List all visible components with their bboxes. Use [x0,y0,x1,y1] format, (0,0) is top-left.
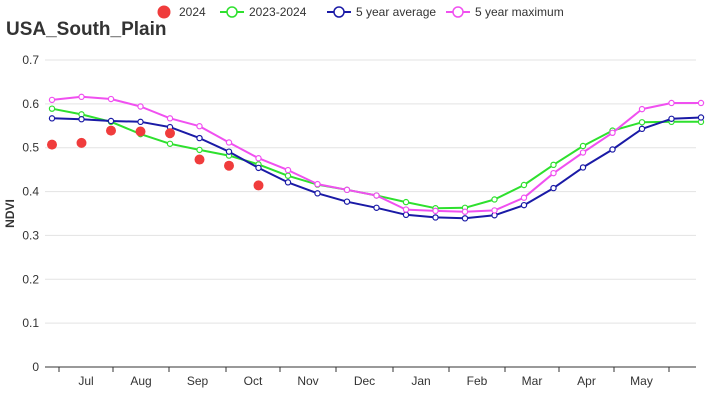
y-tick-label: 0.4 [22,185,39,199]
data-point-5-year-average [432,214,439,221]
y-tick-label: 0.3 [22,228,39,242]
data-point-5-year-maximum [668,99,675,107]
x-tick-label: Apr [577,374,596,388]
data-point-2023-2024 [550,161,557,169]
data-point-5-year-maximum [196,123,203,130]
x-tick-label: May [630,374,653,388]
data-point-5-year-maximum [520,194,528,201]
data-point-5-year-average [255,164,262,172]
data-point-5-year-maximum [461,208,469,215]
legend-label-5-year-maximum[interactable]: 5 year maximum [475,5,564,19]
data-point-2023-2024 [491,196,498,203]
y-tick-label: 0 [32,360,39,374]
data-point-5-year-maximum [314,180,321,188]
data-point-2023-2024 [166,140,174,147]
x-tick-label: Oct [244,374,263,388]
y-axis-label: NDVI [3,199,17,228]
data-point-2024 [76,137,87,148]
data-point-5-year-maximum [48,96,56,104]
x-tick-label: Feb [467,374,488,388]
data-point-2024 [194,154,205,165]
data-point-5-year-average [461,215,469,222]
legend-label-2023-2024[interactable]: 2023-2024 [249,5,307,19]
data-point-5-year-maximum [225,139,233,146]
data-point-5-year-maximum [373,192,380,199]
legend-marker-2024[interactable] [157,5,171,19]
series-line-5-year-average [51,116,702,220]
data-point-2023-2024 [284,172,292,179]
data-point-5-year-maximum [343,186,351,194]
data-point-5-year-maximum [107,95,115,103]
data-point-5-year-average [343,198,351,205]
legend-marker-5-year-average[interactable] [333,6,345,18]
x-tick-label: Jul [78,374,93,388]
data-point-5-year-average [137,118,144,126]
data-point-5-year-maximum [609,129,616,137]
legend-marker-2023-2024[interactable] [226,6,238,18]
data-point-5-year-average [609,146,616,153]
data-point-5-year-average [668,115,675,122]
x-tick-label: Mar [522,374,543,388]
data-point-5-year-average [314,190,321,197]
data-point-5-year-average [107,117,115,125]
data-point-2023-2024 [579,142,587,150]
y-tick-label: 0.1 [22,316,39,330]
data-point-5-year-average [579,164,587,171]
data-point-2024 [135,126,146,137]
chart-title: USA_South_Plain [6,19,167,40]
legend-label-5-year-average[interactable]: 5 year average [356,5,436,19]
data-point-5-year-average [78,116,85,123]
data-point-2023-2024 [196,146,203,154]
x-tick-label: Nov [297,374,318,388]
data-point-2023-2024 [520,181,528,189]
data-point-2023-2024 [638,119,646,126]
data-point-2024 [165,128,175,139]
legend-label-2024[interactable]: 2024 [179,5,206,19]
data-point-5-year-average [284,179,292,186]
data-point-5-year-maximum [166,115,174,122]
data-point-5-year-maximum [491,207,498,214]
x-tick-label: Aug [130,374,151,388]
data-point-5-year-maximum [432,207,439,215]
data-point-5-year-average [48,115,56,122]
data-point-5-year-average [225,148,233,155]
data-point-2024 [253,180,264,191]
data-point-5-year-maximum [255,155,262,162]
data-point-5-year-maximum [137,103,144,110]
data-point-2024 [47,139,57,150]
y-tick-label: 0.2 [22,272,39,286]
x-tick-label: Jan [411,374,430,388]
data-point-5-year-average [550,184,557,192]
data-point-5-year-average [196,134,203,142]
data-point-5-year-average [402,211,410,219]
y-tick-label: 0.7 [22,53,39,67]
data-point-5-year-average [697,114,705,121]
data-point-5-year-maximum [579,149,587,156]
data-point-5-year-maximum [402,206,410,213]
data-point-5-year-average [520,201,528,209]
data-point-5-year-maximum [550,169,557,177]
data-point-5-year-maximum [638,105,646,113]
data-point-2024 [224,160,234,171]
data-point-5-year-maximum [78,93,85,101]
data-point-5-year-maximum [697,99,705,107]
data-point-2024 [106,125,116,136]
y-tick-label: 0.6 [22,97,39,111]
x-tick-label: Dec [354,374,375,388]
data-point-2023-2024 [402,198,410,206]
data-point-5-year-maximum [284,166,292,174]
x-tick-label: Sep [187,374,209,388]
data-point-5-year-average [638,125,646,133]
data-point-5-year-average [373,204,380,211]
data-point-2023-2024 [48,105,56,112]
legend-marker-5-year-maximum[interactable] [452,6,464,18]
y-tick-label: 0.5 [22,141,39,155]
